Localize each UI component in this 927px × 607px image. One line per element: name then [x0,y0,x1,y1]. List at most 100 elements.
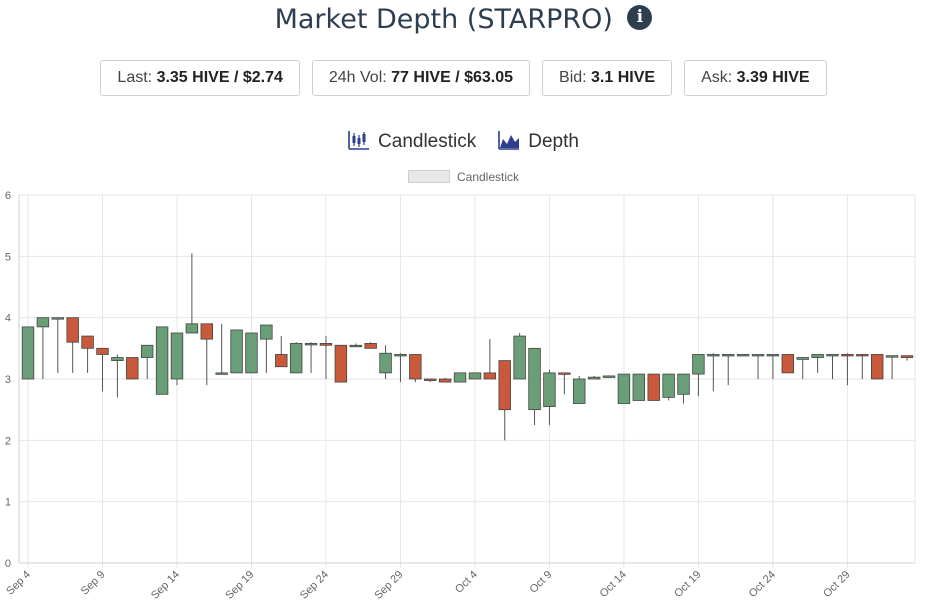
candle[interactable] [155,326,169,395]
candle[interactable] [573,375,586,404]
candle[interactable] [483,339,497,380]
x-tick-label: Sep 9 [79,569,108,598]
candle[interactable] [736,354,750,357]
candle-body-down [424,378,437,381]
candle[interactable] [453,372,467,383]
candle[interactable] [334,344,348,383]
candle[interactable] [185,253,199,334]
tab-depth-label: Depth [528,131,579,152]
candle[interactable] [900,355,914,361]
candle[interactable] [111,354,124,398]
candle[interactable] [647,373,660,401]
stat-last: Last: 3.35 HIVE / $2.74 [100,60,300,96]
candle-body-down [275,354,288,368]
y-tick-label: 1 [5,497,11,509]
candle[interactable] [498,360,511,441]
candle[interactable] [66,317,79,373]
candle[interactable] [36,317,50,379]
stat-ask-label: Ask: [701,69,737,86]
candle[interactable] [766,354,780,379]
candle[interactable] [468,372,482,380]
candle[interactable] [751,354,765,379]
candle[interactable] [260,324,273,373]
candle[interactable] [885,355,899,379]
candle[interactable] [140,344,154,379]
stat-last-label: Last: [117,69,157,86]
candle[interactable] [200,323,213,386]
candle[interactable] [781,354,795,374]
candle[interactable] [632,373,646,401]
candle[interactable] [379,345,392,379]
chart-tabs: Candlestick Depth [0,130,927,153]
candle[interactable] [394,353,407,383]
candle-body-up [260,324,273,340]
candle-body-up [885,355,899,358]
candle-body-up [51,317,65,320]
tab-candlestick[interactable]: Candlestick [348,130,476,153]
legend-swatch[interactable] [407,170,450,183]
candle-body-up [662,373,675,398]
candle-body-up [155,326,169,395]
candle[interactable] [96,347,109,392]
y-tick-label: 4 [5,313,11,325]
candle[interactable] [707,353,720,392]
candle[interactable] [245,332,258,374]
candle[interactable] [543,369,556,425]
candle-body-down [483,372,497,380]
candle[interactable] [289,342,303,374]
candle-body-up [185,323,199,334]
candle[interactable] [602,375,616,378]
candle[interactable] [409,354,422,383]
candle[interactable] [51,317,65,373]
candle[interactable] [21,326,35,380]
candle[interactable] [856,354,869,379]
candle-body-up [543,372,556,408]
candle[interactable] [528,347,541,425]
tab-depth[interactable]: Depth [498,130,579,153]
candle[interactable] [349,343,362,348]
candle[interactable] [826,354,839,379]
candle-body-down [334,344,348,383]
candle[interactable] [81,335,94,373]
candle-body-up [230,329,243,374]
candle[interactable] [692,354,705,397]
depth-chart-icon [498,131,520,150]
candle-body-down [870,354,884,380]
candle[interactable] [558,372,571,395]
candle[interactable] [587,375,601,380]
candle-body-down [856,354,869,357]
candle[interactable] [811,354,824,373]
x-tick-label: Oct 29 [821,569,852,600]
candle-body-up [349,344,362,348]
candle[interactable] [275,336,288,368]
candle-body-up [513,335,526,380]
x-tick-label: Sep 19 [223,569,256,602]
candle-body-up [289,343,303,374]
candle-body-up [632,373,646,401]
candle[interactable] [438,377,452,383]
candle[interactable] [230,329,243,374]
candle-body-up [751,354,765,357]
candle-body-up [692,354,705,375]
candle[interactable] [215,323,228,375]
candle[interactable] [617,373,631,404]
x-tick-label: Oct 4 [453,569,480,596]
candle-body-up [617,373,631,404]
candle[interactable] [126,357,139,380]
candle[interactable] [796,357,809,379]
candle-body-up [21,326,35,380]
candle[interactable] [662,373,675,401]
candle[interactable] [870,354,884,380]
candle[interactable] [722,354,735,386]
candle[interactable] [170,332,184,386]
y-tick-label: 2 [5,435,11,447]
candle[interactable] [364,342,377,349]
info-circle-icon[interactable]: i [627,5,653,30]
candle[interactable] [319,336,333,379]
candle[interactable] [841,353,854,386]
x-tick-label: Oct 24 [747,569,778,600]
candle[interactable] [424,378,437,383]
candle[interactable] [677,373,690,404]
candle[interactable] [513,333,526,380]
candle[interactable] [304,342,318,373]
